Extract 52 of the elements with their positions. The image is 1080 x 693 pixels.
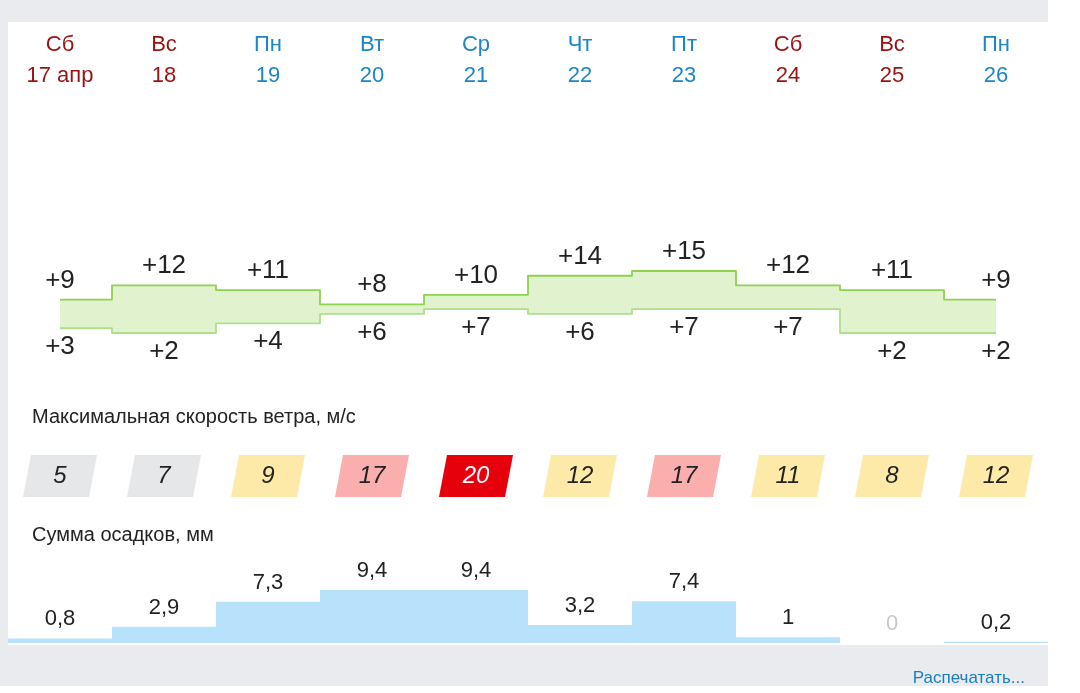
data-label: +2 (877, 335, 907, 365)
data-label: +7 (669, 311, 699, 342)
chart-title: Максимальная скорость ветра, м/с (32, 405, 356, 427)
data-label: 7,3 (252, 568, 284, 594)
data-label: 20 (461, 461, 490, 488)
data-label: +15 (661, 235, 707, 265)
x-tick-label: Вс 25 (879, 31, 905, 87)
data-label: +9 (45, 263, 75, 294)
data-label: +11 (246, 254, 290, 285)
x-tick-label: Пт 23 (671, 31, 697, 87)
x-tick-label: Ср 21 (461, 31, 491, 87)
data-label: +9 (981, 263, 1011, 294)
data-label: 1 (781, 604, 795, 630)
x-tick-label: Сб 24 (773, 31, 803, 87)
data-label: 0,8 (44, 605, 76, 631)
x-tick-label: Пн 26 (982, 31, 1010, 87)
data-label: 9 (261, 461, 275, 488)
data-label: 12 (566, 461, 594, 488)
data-label: +12 (765, 249, 811, 280)
data-label: +2 (149, 335, 179, 365)
data-label: +10 (453, 258, 499, 289)
x-tick-label: Вс 18 (151, 31, 177, 87)
data-label: +7 (773, 311, 803, 342)
data-label: +6 (357, 315, 387, 346)
data-label: 8 (885, 461, 900, 488)
data-label: 17 (358, 461, 387, 488)
data-label: 2,9 (148, 593, 180, 619)
data-label: 11 (775, 461, 801, 488)
data-label: 5 (53, 461, 68, 488)
text: Распечатать... (912, 668, 1025, 687)
data-label: +6 (565, 315, 595, 346)
data-label: 17 (670, 461, 699, 488)
chart-title: Сумма осадков, мм (32, 523, 214, 545)
data-label: +7 (461, 311, 491, 342)
data-label: +12 (141, 249, 187, 280)
data-label: +8 (357, 268, 387, 299)
x-tick-label: Пн 19 (254, 31, 282, 87)
x-tick-label: Вт 20 (359, 31, 385, 87)
data-label: +11 (870, 254, 914, 285)
data-label: 12 (982, 461, 1010, 488)
data-label: 7,4 (668, 568, 700, 594)
data-label: 9,4 (356, 557, 388, 582)
data-label: +14 (557, 239, 603, 270)
data-label: +4 (253, 325, 283, 356)
x-tick-label: Сб 17 апр (26, 31, 94, 87)
data-label: +3 (45, 330, 75, 361)
data-label: 9,4 (460, 557, 492, 582)
data-label: 0,2 (980, 608, 1012, 634)
data-label: 7 (157, 461, 173, 488)
x-tick-label: Чт 22 (567, 31, 593, 87)
data-label: +2 (981, 335, 1011, 365)
data-label: 3,2 (564, 591, 596, 617)
